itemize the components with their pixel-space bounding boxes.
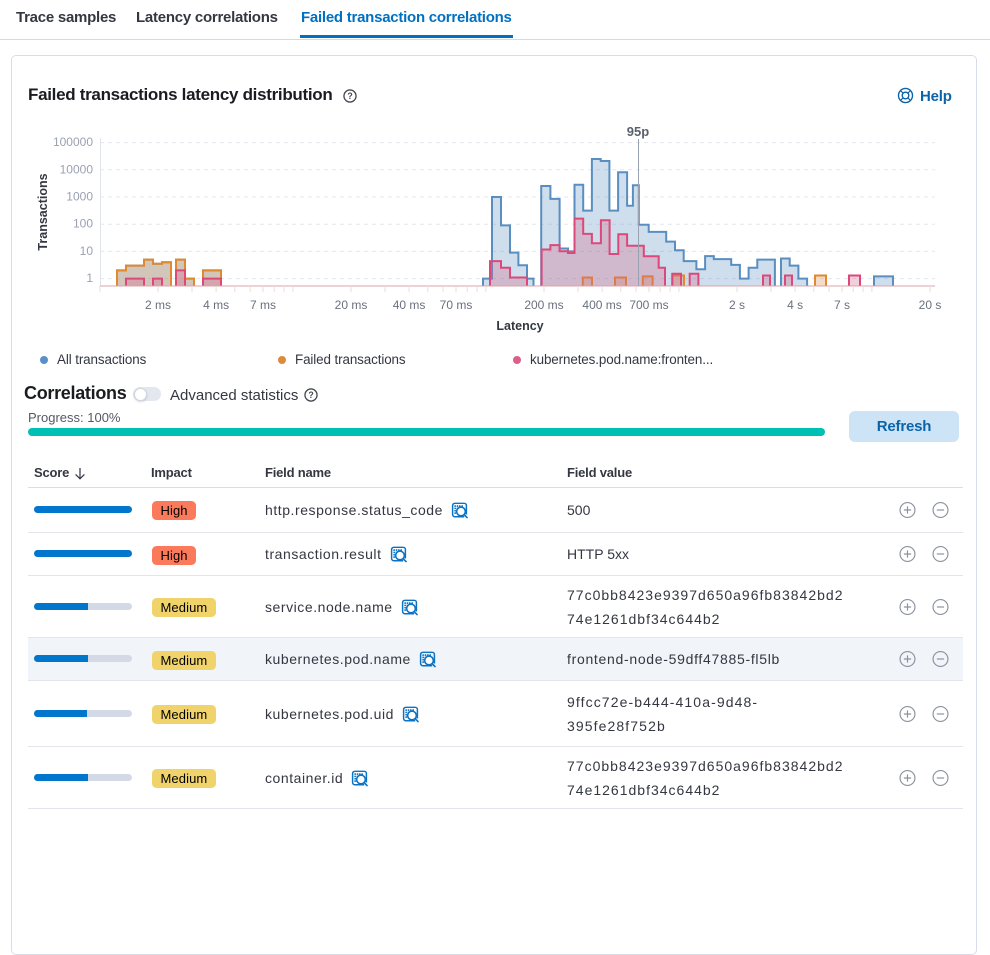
svg-text:2 s: 2 s: [729, 298, 745, 312]
svg-text:70 ms: 70 ms: [440, 298, 473, 312]
svg-text:1: 1: [86, 271, 93, 285]
svg-text:1000: 1000: [66, 190, 93, 204]
svg-text:95p: 95p: [627, 124, 649, 139]
svg-text:Latency: Latency: [496, 319, 543, 333]
svg-text:700 ms: 700 ms: [629, 298, 668, 312]
svg-text:Transactions: Transactions: [36, 173, 50, 250]
svg-text:100000: 100000: [53, 135, 93, 149]
svg-text:10: 10: [80, 244, 94, 258]
svg-text:200 ms: 200 ms: [524, 298, 563, 312]
svg-text:4 s: 4 s: [787, 298, 803, 312]
svg-text:7 s: 7 s: [834, 298, 850, 312]
svg-text:20 s: 20 s: [919, 298, 942, 312]
svg-text:40 ms: 40 ms: [393, 298, 426, 312]
svg-text:7 ms: 7 ms: [250, 298, 276, 312]
svg-text:?: ?: [308, 390, 313, 400]
svg-text:10000: 10000: [60, 162, 94, 176]
svg-text:4 ms: 4 ms: [203, 298, 229, 312]
svg-text:400 ms: 400 ms: [582, 298, 621, 312]
svg-text:2 ms: 2 ms: [145, 298, 171, 312]
svg-text:20 ms: 20 ms: [335, 298, 368, 312]
svg-text:100: 100: [73, 217, 93, 231]
svg-text:?: ?: [347, 91, 352, 101]
